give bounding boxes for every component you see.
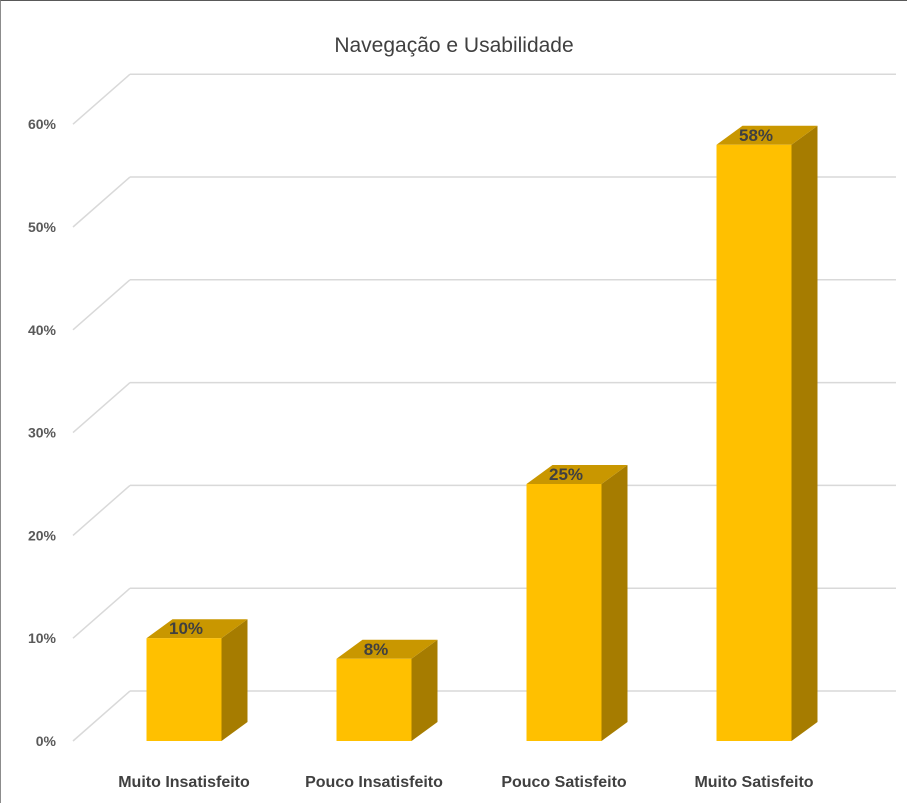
y-axis-ticks: 0% 10% 20% 30% 40% 50% 60% — [28, 116, 57, 749]
bar-top — [336, 639, 438, 659]
bar-top — [716, 125, 818, 145]
chart-title: Navegação e Usabilidade — [334, 34, 574, 57]
category-label: Pouco Satisfeito — [501, 774, 627, 791]
bar — [146, 619, 248, 741]
data-labels: 10% 8% 25% 58% — [169, 126, 773, 659]
x-axis-categories: Muito Insatisfeito Pouco Insatisfeito Pouc… — [118, 774, 814, 791]
gridline-diagonal — [72, 484, 131, 536]
category-label: Muito Insatisfeito — [118, 774, 250, 791]
gridline-diagonal — [72, 279, 131, 331]
bar-side — [221, 619, 248, 741]
y-tick-label: 50% — [28, 219, 57, 235]
y-tick-label: 40% — [28, 322, 57, 338]
bar-top — [526, 465, 628, 484]
bar-side — [411, 639, 438, 741]
y-tick-label: 60% — [28, 116, 57, 132]
data-label: 58% — [739, 126, 773, 145]
gridline-diagonal — [72, 690, 131, 742]
bars — [146, 125, 818, 741]
gridline-diagonal — [72, 587, 131, 639]
y-tick-label: 10% — [28, 630, 57, 646]
gridline-diagonal — [72, 176, 131, 228]
category-label: Pouco Insatisfeito — [305, 774, 443, 791]
bar-front — [526, 484, 602, 741]
bar — [336, 639, 438, 741]
data-label: 25% — [549, 465, 583, 484]
y-tick-label: 30% — [28, 425, 57, 441]
bar-side — [601, 465, 628, 741]
data-label: 10% — [169, 619, 203, 638]
y-tick-label: 0% — [36, 733, 57, 749]
category-label: Muito Satisfeito — [694, 774, 813, 791]
gridline-diagonal — [72, 382, 131, 434]
data-label: 8% — [364, 640, 389, 659]
bar — [716, 125, 818, 741]
gridline-diagonal — [72, 73, 131, 125]
bar-top — [146, 619, 248, 639]
bar — [526, 465, 628, 741]
bar-front — [716, 144, 792, 741]
bar-front — [336, 658, 412, 741]
bar-side — [791, 125, 818, 741]
bar-front — [146, 638, 222, 741]
y-tick-label: 20% — [28, 527, 57, 543]
